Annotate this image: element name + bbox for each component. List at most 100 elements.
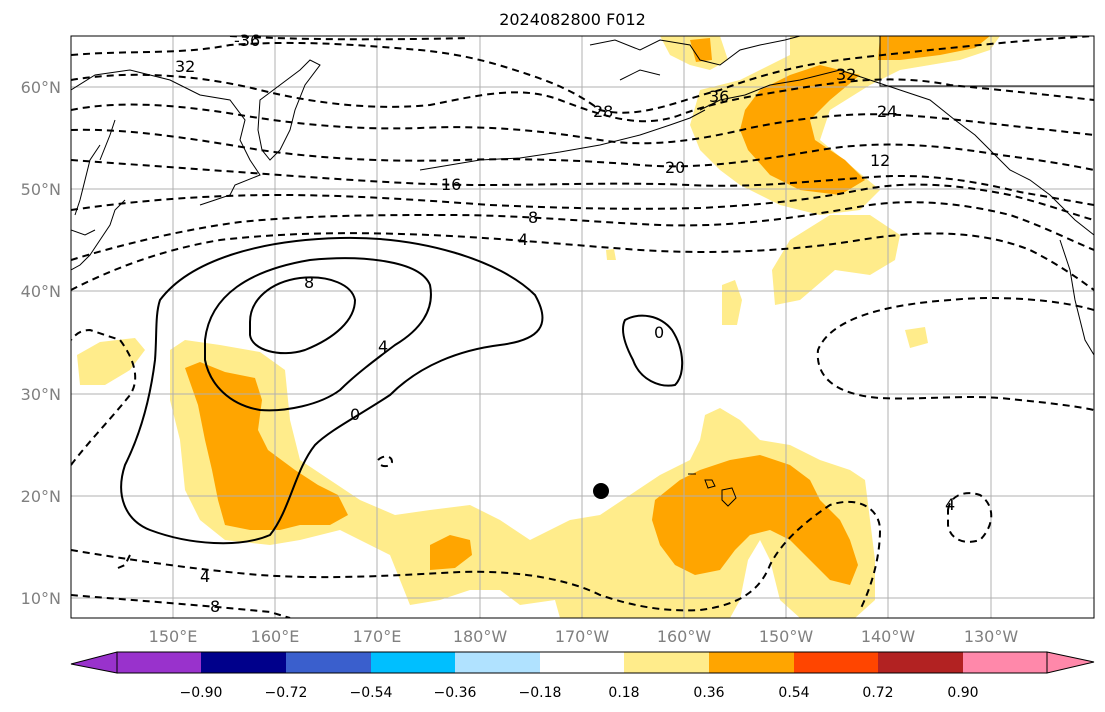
- contours: [71, 36, 1094, 618]
- contour-m20: [71, 128, 1094, 171]
- contour-m4-south: [71, 500, 882, 612]
- contour-m4-west: [71, 328, 137, 466]
- colorbar-segment: [963, 652, 1047, 673]
- contour-label: 20: [665, 158, 685, 177]
- shade-alaska-mid2: [878, 36, 990, 60]
- lat-label: 30°N: [21, 385, 61, 404]
- contour-m8-hook: [117, 455, 394, 569]
- coastlines: [71, 36, 1094, 507]
- contour-m12: [71, 183, 1094, 221]
- lat-label: 40°N: [21, 282, 61, 301]
- contour-label: 8: [528, 208, 538, 227]
- storm-center-dot: [593, 483, 609, 499]
- coast-aleutians: [419, 109, 706, 171]
- lon-label: 170°W: [555, 627, 610, 646]
- lon-label: 150°E: [149, 627, 198, 646]
- contour-label: -36: [234, 31, 260, 50]
- colorbar-segment: [794, 652, 878, 673]
- map-frame: [70, 35, 1095, 619]
- shade-patch-a: [722, 280, 742, 325]
- colorbar-tick: −0.18: [519, 685, 562, 701]
- contour-m8: [71, 201, 1094, 261]
- shading-layer: [77, 36, 1000, 618]
- colorbar-tick: −0.54: [350, 685, 393, 701]
- shade-south-mid-c: [430, 535, 472, 570]
- colorbar-segment: [201, 652, 286, 673]
- colorbar-segment: [455, 652, 540, 673]
- shade-patch-b: [905, 327, 928, 348]
- colorbar-segment: [117, 652, 201, 673]
- contour-p4: [204, 257, 432, 412]
- contour-label: 36: [709, 87, 729, 106]
- coast-kamchatka: [257, 59, 321, 161]
- colorbar-tick: 0.90: [947, 685, 978, 701]
- shade-patch-w: [77, 338, 145, 385]
- lat-label: 60°N: [21, 78, 61, 97]
- colorbar-tick: 0.54: [778, 685, 809, 701]
- shade-south-mid-e: [652, 455, 858, 585]
- colorbar-extend-low: [70, 651, 118, 674]
- map-title: 2024082800 F012: [499, 10, 646, 29]
- contour-label: 32: [175, 57, 195, 76]
- contour-label: 8: [210, 597, 220, 616]
- shade-south-mid-w: [185, 362, 348, 530]
- contour-label: 4: [518, 230, 528, 249]
- contour-label: 16: [441, 175, 461, 194]
- colorbar-tick: −0.90: [180, 685, 223, 701]
- colorbar-frame: [116, 651, 1048, 674]
- contour-m32: [71, 36, 1094, 114]
- lat-label: 50°N: [21, 180, 61, 199]
- colorbar-ticks: −0.90 −0.72 −0.54 −0.36 −0.18 0.18 0.36 …: [180, 685, 979, 701]
- lat-label: 20°N: [21, 487, 61, 506]
- shade-alaska-mid: [740, 65, 865, 195]
- contour-m4-east: [816, 297, 1094, 411]
- contour-labels: -36 32 28 36 32 24 20 16 12 8 4 8 4 0 0 …: [175, 31, 955, 616]
- contour-label: 8: [304, 273, 314, 292]
- lon-label: 160°W: [657, 627, 712, 646]
- contour-label: 12: [870, 151, 890, 170]
- contour-m8-south: [71, 594, 291, 618]
- colorbar-segment: [371, 652, 455, 673]
- colorbar: −0.90 −0.72 −0.54 −0.36 −0.18 0.18 0.36 …: [70, 651, 1095, 701]
- contour-label: 28: [593, 102, 613, 121]
- colorbar-tick: 0.72: [862, 685, 893, 701]
- lon-label: 180°W: [453, 627, 508, 646]
- lon-label: 130°W: [964, 627, 1019, 646]
- lon-label: 160°E: [251, 627, 300, 646]
- contour-0a: [120, 236, 544, 545]
- colorbar-tick: −0.36: [434, 685, 477, 701]
- colorbar-segment: [624, 652, 709, 673]
- lon-label: 140°W: [861, 627, 916, 646]
- contour-m4: [71, 232, 1094, 291]
- colorbar-segment: [709, 652, 794, 673]
- shade-alaska-mid3: [690, 38, 712, 62]
- gridlines: [71, 36, 1094, 618]
- contour-m16: [71, 159, 1094, 206]
- contour-m28: [71, 73, 1094, 123]
- colorbar-extend-high: [1046, 651, 1095, 674]
- coast-asia: [71, 69, 261, 271]
- colorbar-segment: [540, 652, 624, 673]
- colorbar-tick: 0.18: [608, 685, 639, 701]
- coast-na-west: [1059, 239, 1094, 356]
- lat-label: 10°N: [21, 589, 61, 608]
- colorbar-segment: [878, 652, 963, 673]
- lon-labels: 150°E 160°E 170°E 180°W 170°W 160°W 150°…: [149, 627, 1019, 646]
- coast-bbox: [879, 36, 1094, 87]
- colorbar-tick: 0.36: [693, 685, 724, 701]
- contour-label: 24: [877, 102, 897, 121]
- lat-labels: 60°N 50°N 40°N 30°N 20°N 10°N: [21, 78, 61, 608]
- coast-hawaii: [688, 473, 737, 507]
- shade-patch-ne: [772, 215, 900, 305]
- contour-label: 0: [654, 323, 664, 342]
- lon-label: 150°W: [759, 627, 814, 646]
- colorbar-segment: [286, 652, 371, 673]
- contour-p8: [249, 276, 357, 355]
- colorbar-segments: [117, 652, 1047, 673]
- contour-0b: [622, 314, 684, 387]
- contour-m36a: [229, 36, 471, 41]
- shade-patch-c: [606, 249, 616, 260]
- colorbar-tick: −0.72: [265, 685, 308, 701]
- contour-label: 4: [200, 567, 210, 586]
- contour-label: 32: [836, 65, 856, 84]
